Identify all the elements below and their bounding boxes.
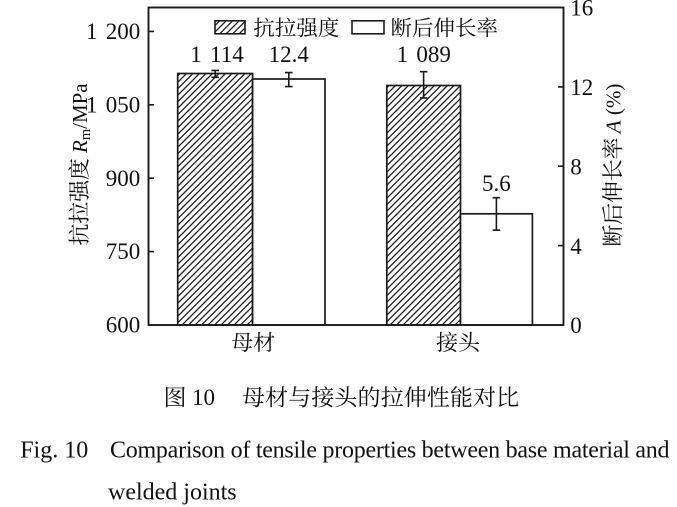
svg-text:Comparison of tensile properti: Comparison of tensile properties between… xyxy=(110,437,670,463)
svg-text:10: 10 xyxy=(192,385,215,410)
svg-text:Fig. 10: Fig. 10 xyxy=(20,437,88,463)
svg-text:A (%): A (%) xyxy=(602,84,626,136)
svg-text:0: 0 xyxy=(570,313,582,338)
svg-text:8: 8 xyxy=(570,154,582,179)
svg-text:750: 750 xyxy=(106,239,141,264)
svg-text:12.4: 12.4 xyxy=(269,42,310,67)
svg-text:1 089: 1 089 xyxy=(397,42,451,67)
svg-text:600: 600 xyxy=(106,313,141,338)
svg-text:1 200: 1 200 xyxy=(86,19,140,44)
svg-text:Rm/MPa: Rm/MPa xyxy=(68,83,94,154)
svg-text:900: 900 xyxy=(106,166,141,191)
svg-text:12: 12 xyxy=(570,75,593,100)
svg-text:16: 16 xyxy=(570,0,593,21)
svg-text:welded joints: welded joints xyxy=(108,479,237,505)
svg-text:1 114: 1 114 xyxy=(190,42,244,67)
svg-text:1 050: 1 050 xyxy=(86,92,140,117)
svg-text:5.6: 5.6 xyxy=(482,171,511,196)
svg-text:4: 4 xyxy=(570,234,582,259)
